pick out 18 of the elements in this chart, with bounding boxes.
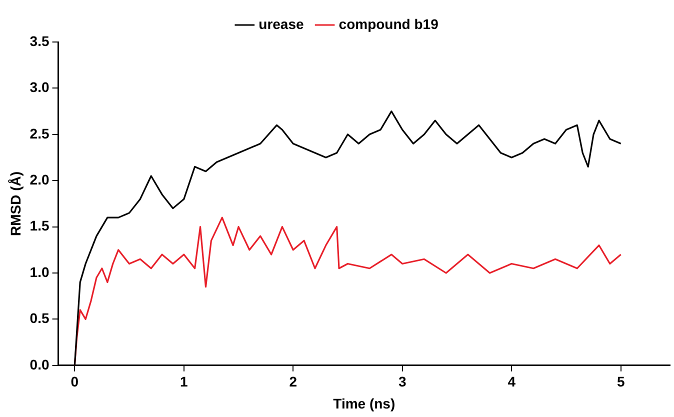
x-axis-title: Time (ns) — [333, 395, 396, 412]
x-tick-label: 4 — [508, 374, 516, 390]
x-tick-label: 5 — [616, 374, 625, 390]
x-tick-label: 3 — [398, 374, 406, 390]
y-tick-label: 2.5 — [30, 125, 50, 142]
y-axis-title: RMSD (Å) — [7, 171, 24, 236]
x-tick-label: 0 — [70, 374, 79, 390]
y-tick-label: 3.5 — [30, 32, 50, 49]
y-tick-label: 3.0 — [30, 79, 50, 96]
x-tick-label: 2 — [289, 374, 298, 390]
y-tick-label: 0.0 — [30, 356, 50, 372]
legend-label: compound b19 — [338, 16, 439, 32]
y-tick-label: 1.0 — [30, 264, 50, 280]
y-tick-label: 0.5 — [30, 310, 50, 326]
x-tick-label: 1 — [180, 374, 188, 390]
y-tick-label: 2.0 — [30, 171, 50, 188]
legend-label: urease — [258, 16, 304, 32]
y-tick-label: 1.5 — [30, 218, 50, 234]
